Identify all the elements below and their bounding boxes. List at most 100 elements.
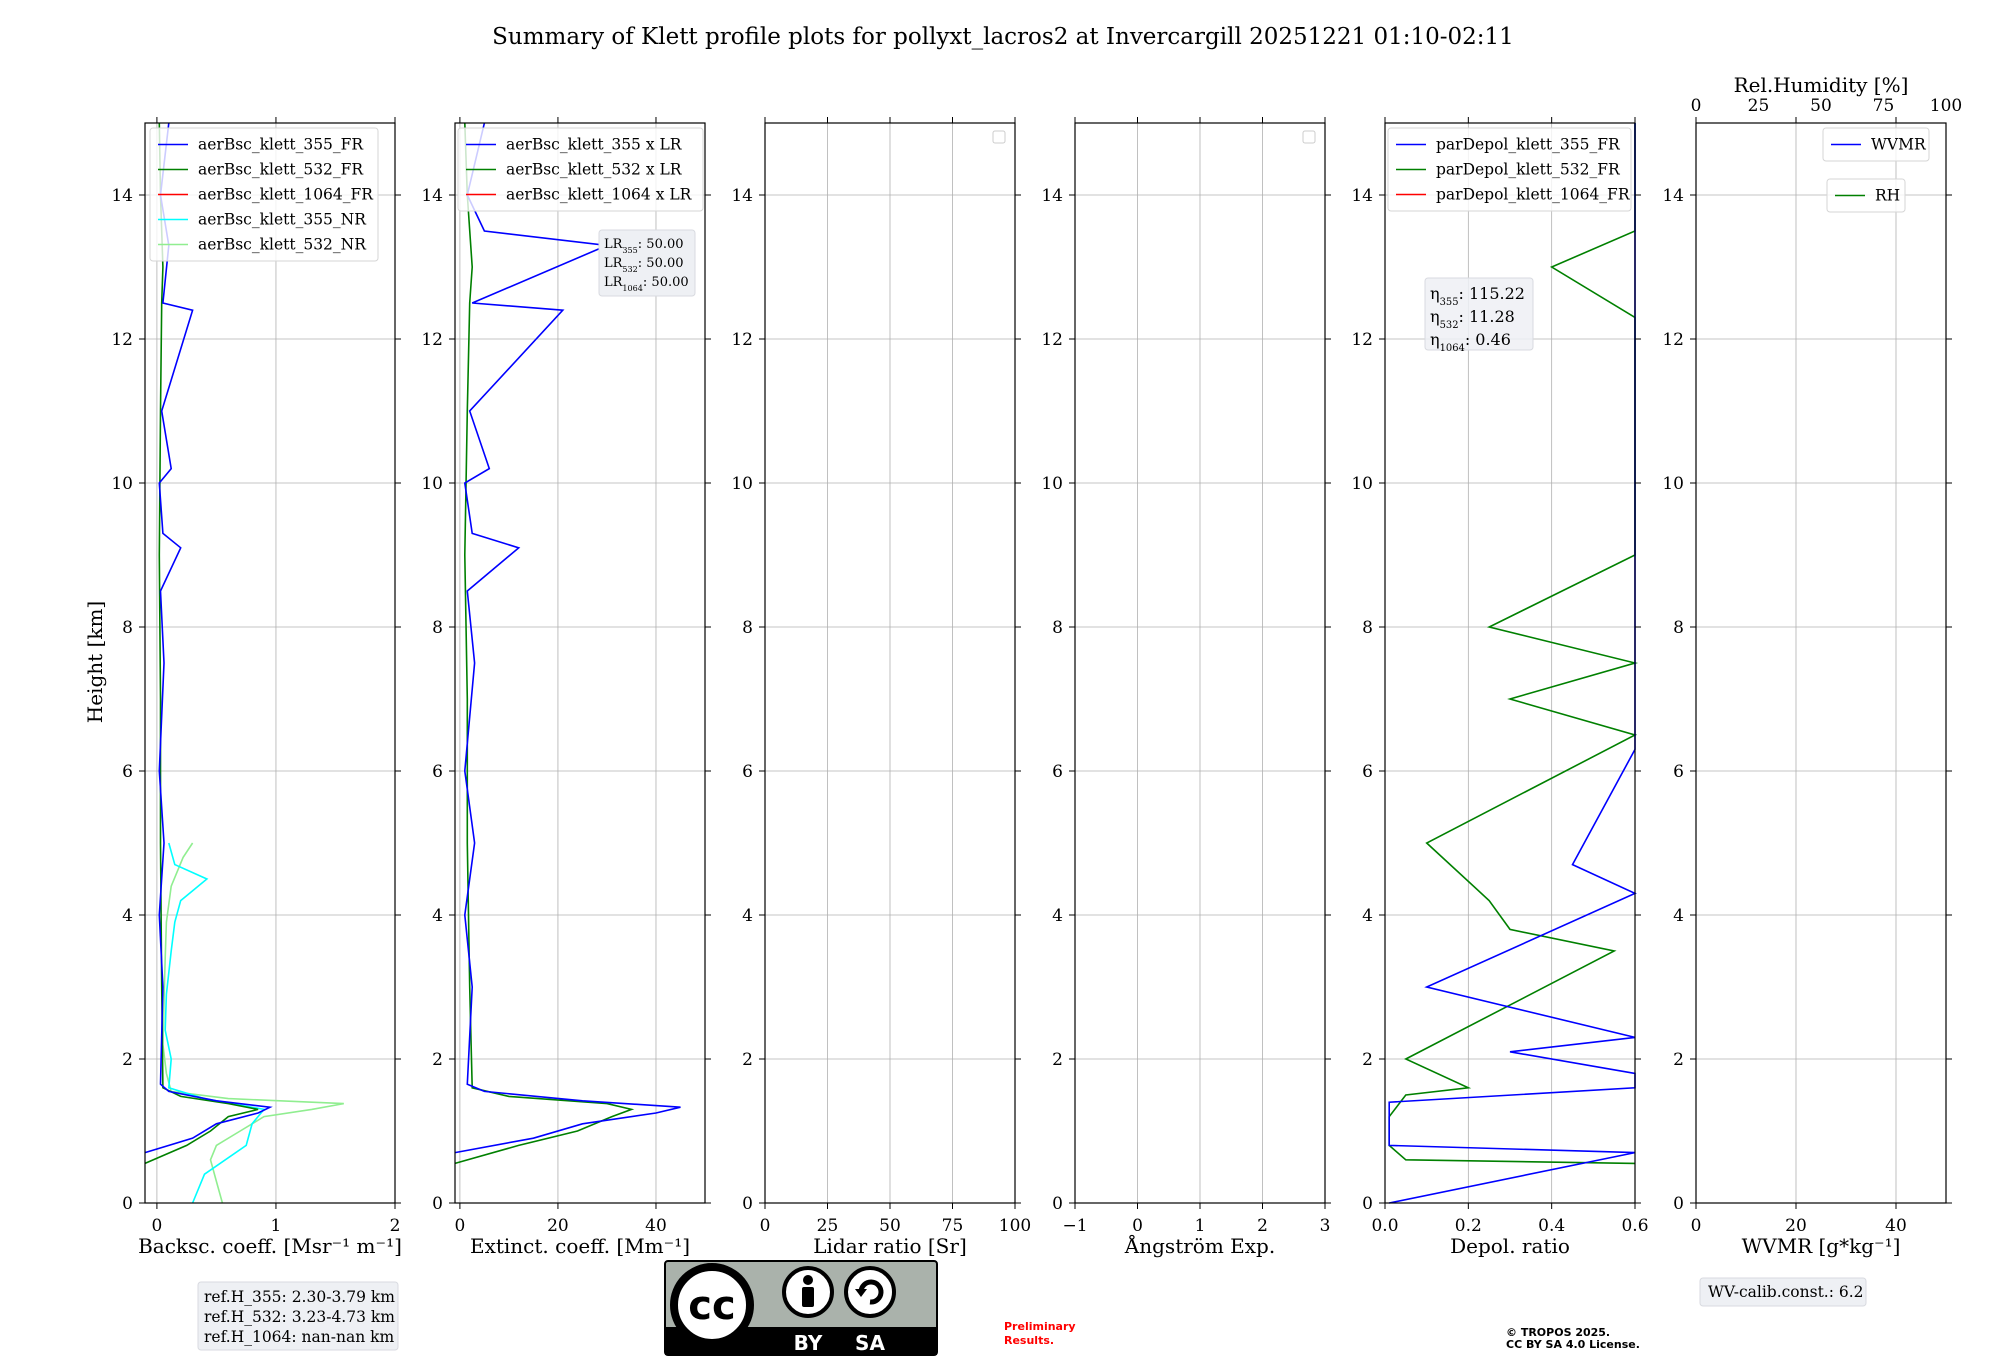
depol-ytick-label-2: 4 [1362,906,1373,926]
depol-ytick-label-7: 14 [1351,186,1373,206]
backscatter-legend-entry-0: aerBsc_klett_355_FR [198,136,364,154]
lidar_ratio-xtick-label-2: 50 [879,1216,901,1236]
lidar-ratio-line-2: LR1064: 50.00 [604,275,689,293]
angstrom-ytick-label-7: 14 [1041,186,1063,206]
angstrom-ytick-label-5: 10 [1041,474,1063,494]
lidar_ratio-ytick-label-5: 10 [731,474,753,494]
backscatter-ytick-label-6: 12 [111,330,133,350]
depol-xtick-label-2: 0.4 [1538,1216,1565,1236]
panel-depol: 0.0 0.2 0.4 0.6 Depol. ratio 0 2 4 6 8 10 12 14 parDe… [1351,117,1649,1258]
backscatter-ytick-label-3: 6 [122,762,133,782]
copyright-line1: © TROPOS 2025. [1506,1326,1610,1339]
depol-legend-entry-2: parDepol_klett_1064_FR [1436,186,1631,204]
rh-xtick-label-0: 0 [1691,96,1702,116]
backscatter-ytick-label-4: 8 [122,618,133,638]
by-icon-body [802,1287,814,1307]
angstrom-ytick-label-4: 8 [1052,618,1063,638]
cc-icon [670,1263,754,1347]
ref-height-line-1: ref.H_532: 3.23-4.73 km [204,1308,395,1326]
figure-title: Summary of Klett profile plots for polly… [492,24,1514,50]
depol-xtick-label-0: 0.0 [1371,1216,1398,1236]
cc-letters: cc [688,1283,735,1329]
extinction-xtick-label-0: 0 [454,1216,465,1236]
wvmr-ytick-label-0: 0 [1673,1194,1684,1214]
backscatter-legend-entry-4: aerBsc_klett_532_NR [198,236,367,254]
backscatter-axes-frame [144,122,396,1204]
angstrom-ytick-label-2: 4 [1052,906,1063,926]
rh-legend-entry-0: RH [1875,187,1900,205]
depol-ytick-label-1: 2 [1362,1050,1373,1070]
backscatter-series-1 [164,842,266,1204]
angstrom-empty-legend [1302,130,1316,144]
eta-line-0: η355: 115.22 [1430,284,1525,308]
backscatter-legend-entry-2: aerBsc_klett_1064_FR [198,186,374,204]
extinction-ytick-label-2: 4 [432,906,443,926]
extinction-ytick-label-7: 14 [421,186,443,206]
rh-xtick-label-2: 50 [1810,96,1832,116]
backscatter-legend-entry-1: aerBsc_klett_532_FR [198,161,364,179]
depol-axes-frame [1384,122,1636,1204]
lidar-ratio-box-bg [598,229,696,297]
depol-xtick-label-3: 0.6 [1621,1216,1648,1236]
wvmr-xtick-label-1: 20 [1785,1216,1807,1236]
lidar_ratio-ytick-label-4: 8 [742,618,753,638]
backscatter-ytick-label-7: 14 [111,186,133,206]
angstrom-ytick-label-3: 6 [1052,762,1063,782]
extinction-legend-box [457,127,704,212]
backscatter-ytick-label-2: 4 [122,906,133,926]
rh-axis-label: Rel.Humidity [%] [1734,73,1909,97]
depol-series-0 [1388,123,1639,1165]
extinction-ytick-label-0: 0 [432,1194,443,1214]
backscatter-legend-box [149,127,379,262]
copyright-line2: CC BY SA 4.0 License. [1506,1338,1640,1351]
wvmr-axes-frame [1695,122,1947,1204]
by-icon-head [803,1275,813,1285]
angstrom-xtick-label-0: −1 [1062,1216,1087,1236]
depol-ytick-label-6: 12 [1351,330,1373,350]
extinction-ytick-label-6: 12 [421,330,443,350]
preliminary-note-line2: Results. [1004,1334,1054,1347]
wvmr-xtick-label-2: 40 [1885,1216,1907,1236]
eta-box-bg [1424,277,1534,351]
extinction-series-1 [454,122,681,1154]
depol-legend-entry-1: parDepol_klett_532_FR [1436,161,1621,179]
eta-line-2: η1064: 0.46 [1430,330,1511,354]
angstrom-xtick-label-2: 1 [1195,1216,1206,1236]
lidar_ratio-ytick-label-0: 0 [742,1194,753,1214]
angstrom-ytick-label-6: 12 [1041,330,1063,350]
wvmr-legend-entry-0: WVMR [1871,136,1927,154]
depol-legend-entry-0: parDepol_klett_355_FR [1436,136,1621,154]
depol-ytick-label-4: 8 [1362,618,1373,638]
ref-height-line-2: ref.H_1064: nan-nan km [204,1328,395,1346]
lidar_ratio-empty-legend [992,130,1006,144]
lidar_ratio-ytick-label-1: 2 [742,1050,753,1070]
extinction-xtick-label-2: 40 [645,1216,667,1236]
extinction-x-axis-label: Extinct. coeff. [Mm⁻¹] [470,1234,690,1258]
extinction-axes-frame [454,122,706,1204]
sa-icon [844,1266,896,1318]
backscatter-xtick-label-0: 0 [151,1216,162,1236]
wv-calib-box: WV-calib.const.: 6.2 [1699,1277,1867,1307]
backscatter-series-2 [144,122,259,1165]
angstrom-x-axis-label: Ångström Exp. [1124,1233,1275,1258]
lidar_ratio-ytick-label-7: 14 [731,186,753,206]
rh-xtick-label-1: 25 [1748,96,1770,116]
sa-icon-arc [858,1279,884,1305]
wvmr-ytick-label-6: 12 [1662,330,1684,350]
rh-xtick-label-3: 75 [1873,96,1895,116]
depol-ytick-label-0: 0 [1362,1194,1373,1214]
backscatter-ytick-label-5: 10 [111,474,133,494]
angstrom-xtick-label-1: 0 [1132,1216,1143,1236]
wvmr-ytick-label-5: 10 [1662,474,1684,494]
extinction-ytick-label-4: 8 [432,618,443,638]
y-axis-label: Height [km] [83,601,107,723]
license-badge: cc BY SA [664,1260,938,1356]
depol-ytick-label-3: 6 [1362,762,1373,782]
lidar_ratio-xtick-label-4: 100 [999,1216,1031,1236]
